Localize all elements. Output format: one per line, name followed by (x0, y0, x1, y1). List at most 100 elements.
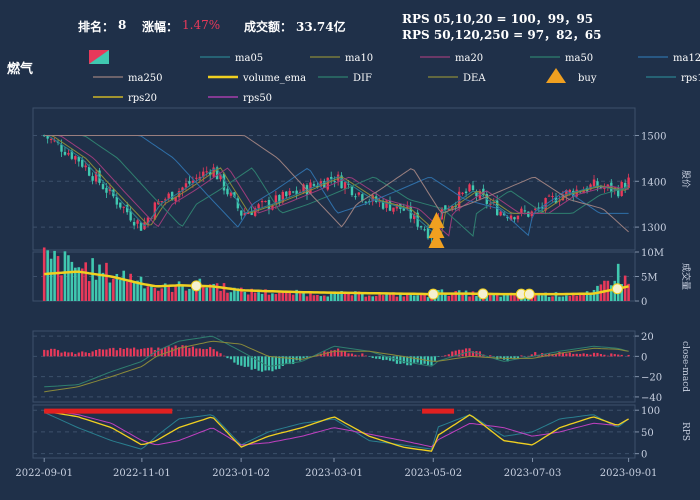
volume-bar (540, 295, 544, 301)
volume-bar (419, 294, 423, 301)
macd-hist-bar (105, 349, 108, 357)
volume-bar (461, 293, 464, 301)
volume-bar (264, 289, 267, 301)
candle-body (468, 184, 471, 192)
ma20-line (44, 135, 629, 237)
candle-body (599, 185, 603, 189)
macd-hist-bar (160, 348, 163, 357)
volume-bar (150, 286, 153, 301)
volume-bar (91, 258, 94, 301)
macd-hist-bar (447, 354, 450, 357)
macd-hist-bar (229, 356, 233, 360)
candle-body (101, 184, 105, 190)
macd-hist-bar (122, 349, 125, 357)
stock-title: 燃气 (7, 62, 34, 77)
macd-hist-bar (361, 353, 364, 357)
candle-body (371, 195, 374, 202)
candle-body (509, 215, 513, 220)
volume-bar (322, 295, 326, 301)
candle-body (87, 166, 91, 176)
candle-body (312, 184, 316, 186)
volume-bar (316, 295, 319, 301)
macd-hist-bar (416, 356, 419, 363)
volume-bar (87, 281, 91, 301)
candle-body (181, 187, 184, 192)
candle-body (340, 175, 343, 189)
candle-body (444, 205, 447, 211)
macd-hist-bar (250, 356, 253, 370)
macd-hist-bar (544, 354, 547, 357)
candle-body (471, 185, 475, 191)
volume-bar (592, 289, 596, 301)
macd-hist-bar (337, 348, 340, 357)
macd-hist-bar (101, 349, 105, 357)
candle-body (98, 170, 101, 183)
rps50-line (44, 409, 629, 448)
volume-bar (170, 291, 174, 301)
volume-bar (426, 297, 430, 301)
candle-body (267, 199, 271, 209)
volume-bar (610, 285, 613, 301)
macd-hist-bar (240, 356, 243, 366)
candle-body (170, 191, 174, 201)
candle-body (475, 191, 478, 197)
volume-bar (132, 282, 136, 301)
ma10-line (44, 135, 629, 235)
macd-hist-bar (305, 356, 309, 358)
dif-line (44, 335, 629, 388)
candle-body (81, 159, 84, 167)
legend-buy-icon (546, 68, 566, 83)
candle-body (226, 188, 229, 195)
macd-hist-bar (112, 347, 115, 357)
macd-hist-bar (164, 347, 167, 357)
volume-bar (309, 291, 312, 301)
volume-bar (281, 292, 285, 301)
macd-hist-bar (388, 356, 392, 361)
volume-bar (582, 292, 585, 301)
buy-marker (428, 232, 445, 248)
macd-hist-bar (378, 356, 381, 359)
volume-ema-marker (427, 288, 439, 300)
volume-bar (561, 296, 565, 301)
volume-bar (440, 289, 444, 301)
macd-hist-bar (288, 356, 291, 365)
macd-hist-bar (119, 347, 122, 357)
macd-hist-bar (534, 352, 537, 357)
volume-bar (544, 292, 547, 301)
macd-hist-bar (596, 352, 599, 357)
macd-hist-bar (451, 351, 454, 357)
candle-body (146, 217, 150, 225)
volume-bar (60, 275, 63, 301)
volume-bar (568, 296, 572, 301)
volume-bar (274, 294, 278, 301)
candle-body (316, 185, 319, 188)
macd-hist-bar (371, 356, 374, 359)
legend-label-DIF: DIF (353, 73, 372, 84)
volume-bar (205, 287, 209, 301)
macd-hist-bar (347, 353, 350, 357)
macd-hist-bar (579, 353, 582, 357)
volume-bar (56, 256, 60, 301)
change-value: 1.47% (182, 18, 221, 32)
legend-label-ma20: ma20 (455, 53, 483, 64)
volume-ema-marker (477, 288, 489, 300)
volume-bar (219, 290, 222, 301)
candle-body (67, 153, 70, 155)
volume-bar (160, 288, 164, 301)
buy-marker (428, 222, 445, 238)
macd-hist-bar (222, 355, 226, 357)
volume-bar (212, 283, 215, 301)
candle-body (160, 201, 163, 203)
volume-bar (495, 293, 499, 301)
macd-hist-bar (243, 356, 246, 367)
volume-bar (336, 292, 340, 301)
volume-bar (399, 293, 402, 301)
candle-body (627, 177, 630, 188)
volume-bar (105, 262, 108, 301)
y-tick-label-volume: 5M (641, 273, 658, 284)
macd-hist-bar (157, 347, 160, 357)
volume-bar (578, 293, 582, 301)
volume-bar (184, 290, 188, 301)
volume-bar (506, 293, 509, 301)
